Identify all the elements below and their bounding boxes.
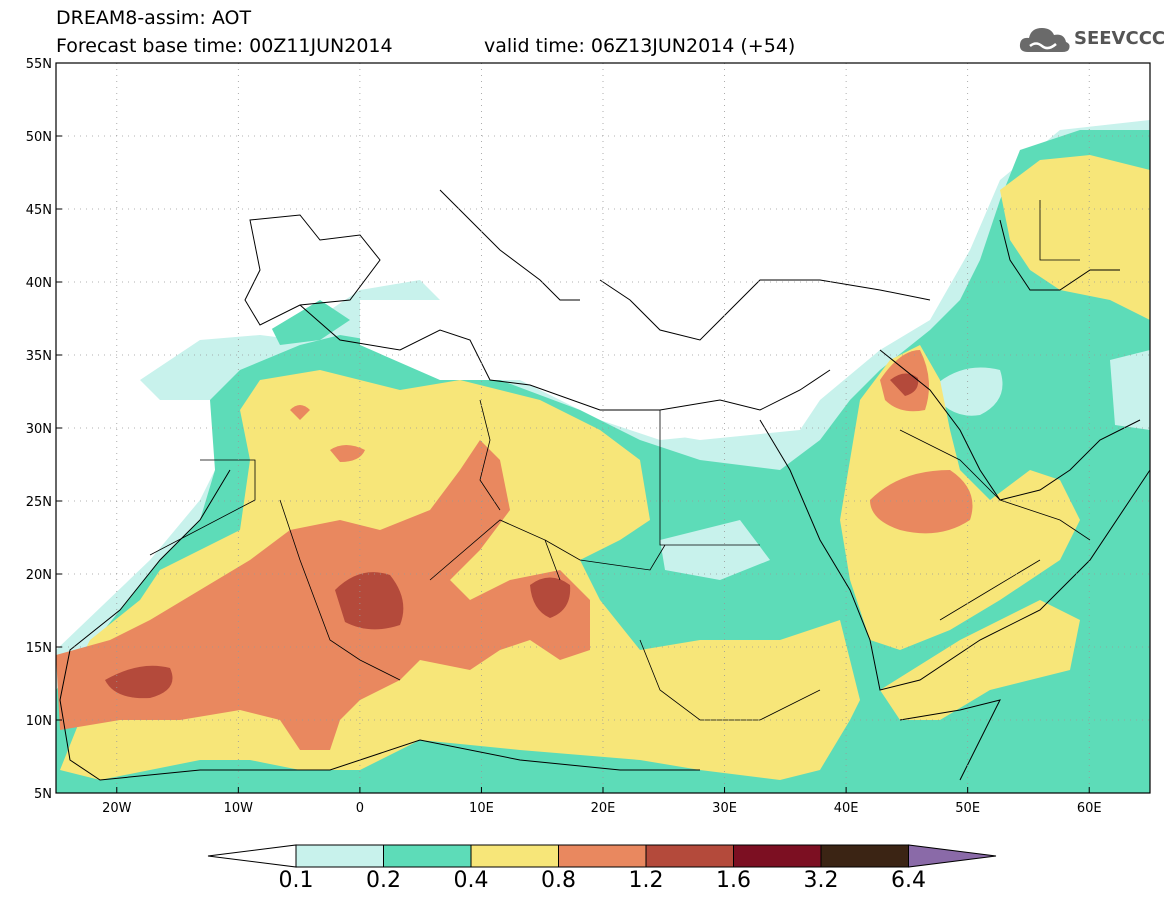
longitude-label: 50E: [955, 801, 980, 816]
latitude-label: 30N: [26, 422, 52, 437]
colorbar-label: 0.8: [541, 868, 576, 893]
forecast-base-time: Forecast base time: 00Z11JUN2014: [56, 35, 393, 57]
colorbar-segment: [733, 844, 822, 868]
coastlines: [59, 189, 1150, 781]
colorbar-segment: [558, 844, 647, 868]
longitude-label: 10W: [224, 801, 254, 816]
latitude-label: 35N: [26, 349, 52, 364]
colorbar: [207, 844, 997, 868]
latitude-label: 45N: [26, 203, 52, 218]
colorbar-over-arrow: [908, 844, 997, 868]
mediterranean-clear-area: [440, 260, 900, 370]
aot-contour-1.2: [105, 373, 919, 699]
latitude-label: 40N: [26, 276, 52, 291]
longitude-label: 40E: [834, 801, 859, 816]
colorbar-segment: [470, 844, 559, 868]
longitude-label: 20E: [591, 801, 616, 816]
latitude-label: 5N: [34, 787, 52, 802]
longitude-label: 20W: [102, 801, 132, 816]
longitude-label: 0: [356, 801, 364, 816]
colorbar-label: 3.2: [803, 868, 839, 893]
latitude-label: 15N: [26, 641, 52, 656]
colorbar-under-arrow: [207, 844, 297, 868]
latitude-label: 10N: [26, 714, 52, 729]
latitude-labels: 55N 50N 45N 40N 35N 30N 25N 20N 15N 10N 5N: [26, 57, 62, 802]
colorbar-label: 6.4: [891, 868, 926, 893]
colorbar-label: 1.6: [716, 868, 751, 893]
latitude-label: 55N: [26, 57, 52, 72]
latitude-label: 20N: [26, 568, 52, 583]
aot-hole-0.1-east: [1110, 350, 1150, 430]
logo-text: SEEVCCC: [1074, 28, 1165, 49]
latitude-label: 25N: [26, 495, 52, 510]
colorbar-label: 0.2: [366, 868, 401, 893]
aot-hole-0.1: [930, 367, 1003, 416]
map-title: DREAM8-assim: AOT: [56, 7, 252, 29]
egypt-north-clear-area: [600, 380, 820, 440]
country-borders: [149, 200, 1091, 721]
colorbar-segment: [645, 844, 734, 868]
aot-field: [56, 63, 1150, 793]
aot-hole-0.1-libya: [660, 520, 770, 580]
longitude-labels: 20W 10W 0 10E 20E 30E 40E 50E 60E: [102, 787, 1102, 816]
longitude-label: 30E: [712, 801, 737, 816]
colorbar-label: 1.2: [628, 868, 664, 893]
colorbar-segment: [295, 844, 384, 868]
valid-time: valid time: 06Z13JUN2014 (+54): [484, 35, 796, 57]
colorbar-label: 0.4: [453, 868, 489, 893]
colorbar-segment: [820, 844, 909, 868]
colorbar-label: 0.1: [278, 868, 314, 893]
latitude-label: 50N: [26, 130, 52, 145]
longitude-label: 60E: [1077, 801, 1102, 816]
cloud-icon: [1019, 28, 1070, 52]
seevccc-logo: SEEVCCC: [1018, 22, 1165, 58]
longitude-label: 10E: [469, 801, 494, 816]
europe-clear-area: [56, 63, 1150, 330]
colorbar-segment: [383, 844, 472, 868]
